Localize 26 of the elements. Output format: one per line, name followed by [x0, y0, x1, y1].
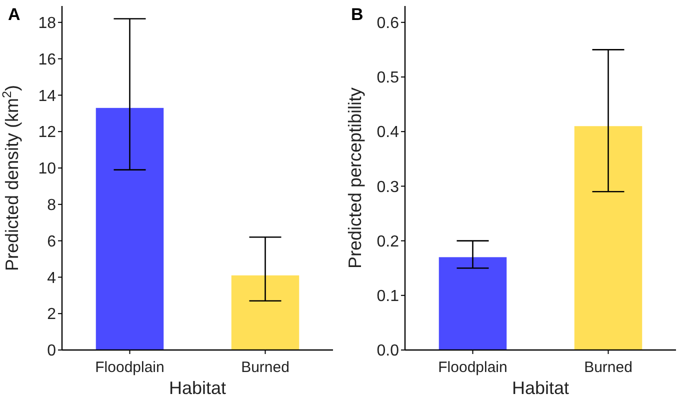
chart-title: B: [351, 5, 364, 24]
y-tick-label: 0.1: [376, 288, 400, 305]
x-axis-title: Habitat: [512, 378, 570, 398]
x-tick-label: Burned: [241, 359, 290, 376]
y-tick-label: 0.6: [376, 14, 400, 32]
y-tick-label: 0.4: [376, 124, 400, 142]
y-tick-label: 2: [47, 306, 56, 324]
x-tick-label: Floodplain: [95, 359, 164, 376]
y-tick-label: 10: [38, 160, 56, 178]
y-tick-label: 0.2: [376, 233, 400, 250]
y-axis-title: Predicted perceptibility: [345, 87, 365, 269]
y-tick-label: 8: [47, 196, 56, 214]
x-tick-label: Burned: [584, 359, 632, 376]
y-tick-label: 6: [47, 233, 56, 250]
y-tick-label: 14: [38, 88, 56, 105]
y-tick-label: 4: [47, 270, 56, 287]
y-tick-label: 0.3: [376, 178, 400, 196]
x-tick-label: Floodplain: [438, 359, 508, 376]
y-tick-label: 0.5: [376, 70, 400, 87]
x-axis-title: Habitat: [168, 378, 226, 398]
chart-title: A: [8, 5, 20, 24]
y-tick-label: 16: [38, 51, 56, 68]
y-tick-label: 0: [47, 342, 56, 360]
y-tick-label: 0.0: [376, 342, 400, 360]
y-tick-label: 18: [38, 14, 56, 32]
y-tick-label: 12: [38, 124, 56, 142]
